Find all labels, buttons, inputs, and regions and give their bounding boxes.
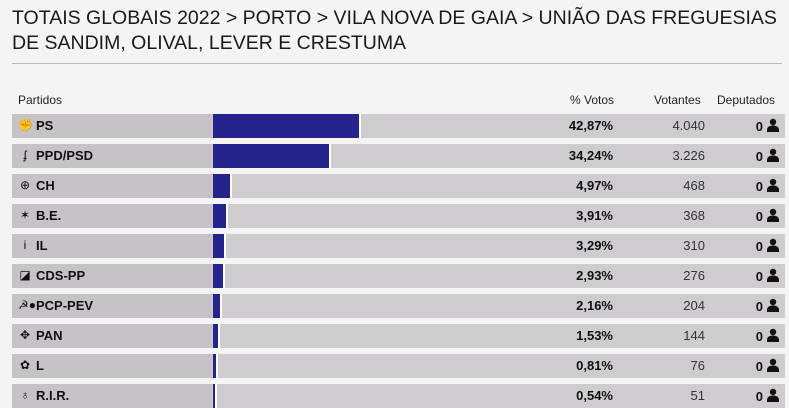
vote-bar [213,264,225,288]
party-row[interactable]: ✶ B.E. 3,91% 368 0 [12,204,785,228]
votantes: 276 [683,268,705,283]
header-partidos: Partidos [18,93,63,107]
party-name: CDS-PP [36,268,86,283]
deputados: 0 [755,299,763,314]
livre-logo-icon: ✿ [19,358,31,372]
votantes: 144 [683,328,705,343]
header-deputados: Deputados [717,93,776,107]
person-icon [767,178,779,192]
deputados: 0 [755,239,763,254]
vote-bar [213,204,229,228]
ps-logo-icon: ✊ [18,118,33,132]
vote-bar [213,354,218,378]
header-votos: % Votos [570,93,615,107]
party-name: CH [36,178,55,193]
party-cell [12,384,212,408]
votantes: 368 [683,208,705,223]
person-icon [767,268,779,282]
rir-logo-icon: ♁ [20,388,30,402]
party-row[interactable]: i IL 3,29% 310 0 [12,234,785,258]
votantes: 468 [683,178,705,193]
deputados: 0 [755,149,763,164]
vote-percent: 2,93% [576,268,613,283]
party-cell [12,264,212,288]
vote-percent: 3,29% [576,238,613,253]
person-icon [767,208,779,222]
il-logo-icon: i [23,238,27,252]
vote-bar [213,294,223,318]
person-icon [767,298,779,312]
party-name: PPD/PSD [36,148,94,163]
party-cell [12,354,212,378]
party-name: L [36,358,44,373]
votantes: 3.226 [672,148,705,163]
vote-percent: 34,24% [568,148,613,163]
vote-percent: 42,87% [568,118,613,133]
deputados: 0 [755,359,763,374]
party-name: B.E. [36,208,62,223]
votantes: 310 [683,238,705,253]
votantes: 76 [690,358,705,373]
votantes: 51 [690,388,705,403]
deputados: 0 [755,329,763,344]
party-cell [12,234,212,258]
vote-percent: 2,16% [576,298,613,313]
party-name: R.I.R. [36,388,70,403]
vote-bar [213,114,361,138]
person-icon [767,238,779,252]
votantes: 4.040 [672,118,705,133]
pcp-pev-logo-icon: ☭● [18,298,37,312]
party-row[interactable]: ʄ PPD/PSD 34,24% 3.226 0 [12,144,785,168]
party-cell [12,114,212,138]
person-icon [767,358,779,372]
vote-bar [213,144,332,168]
vote-bar [213,384,217,408]
party-name: PCP-PEV [36,298,94,313]
party-row[interactable]: ☭● PCP-PEV 2,16% 204 0 [12,294,785,318]
pan-logo-icon: ✥ [19,328,31,342]
header-votantes: Votantes [654,93,701,107]
be-logo-icon: ✶ [19,208,31,222]
deputados: 0 [755,119,763,134]
party-name: IL [36,238,48,253]
party-cell [12,204,212,228]
vote-percent: 3,91% [576,208,613,223]
party-row[interactable]: ⊕ CH 4,97% 468 0 [12,174,785,198]
person-icon [767,148,779,162]
deputados: 0 [755,179,763,194]
deputados: 0 [755,209,763,224]
party-cell [12,174,212,198]
party-row[interactable]: ♁ R.I.R. 0,54% 51 0 [12,384,785,408]
vote-percent: 1,53% [576,328,613,343]
party-row[interactable]: ✿ L 0,81% 76 0 [12,354,785,378]
votantes: 204 [683,298,705,313]
vote-percent: 4,97% [576,178,613,193]
vote-percent: 0,81% [576,358,613,373]
psd-logo-icon: ʄ [23,148,27,162]
vote-bar [213,234,227,258]
party-row[interactable]: ✥ PAN 1,53% 144 0 [12,324,785,348]
page-title: TOTAIS GLOBAIS 2022 > PORTO > VILA NOVA … [12,7,777,54]
party-row[interactable]: ◪ CDS-PP 2,93% 276 0 [12,264,785,288]
vote-bar [213,324,221,348]
party-cell [12,324,212,348]
person-icon [767,328,779,342]
ch-logo-icon: ⊕ [19,178,31,192]
divider [12,63,782,64]
deputados: 0 [755,389,763,404]
person-icon [767,388,779,402]
party-cell [12,294,212,318]
party-name: PAN [36,328,63,343]
party-cell [12,144,212,168]
cds-logo-icon: ◪ [19,268,31,282]
party-name: PS [36,118,54,133]
person-icon [767,118,779,132]
deputados: 0 [755,269,763,284]
party-row[interactable]: ✊ PS 42,87% 4.040 0 [12,114,785,138]
vote-bar [213,174,232,198]
vote-percent: 0,54% [576,388,613,403]
